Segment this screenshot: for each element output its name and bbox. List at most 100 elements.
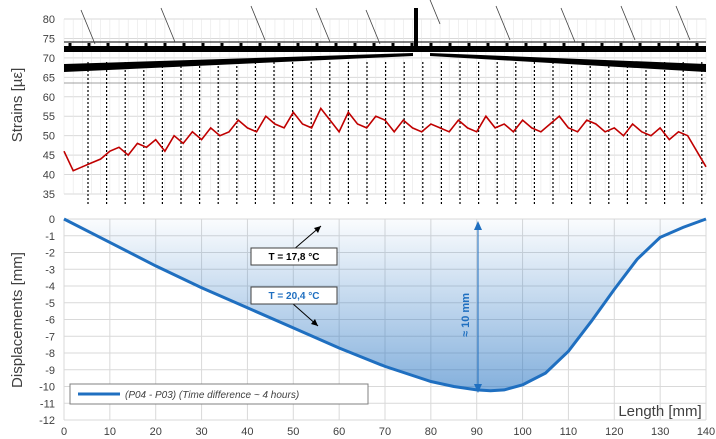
annotation-t2: T = 20,4 °C	[250, 286, 338, 327]
beam-diagonal	[495, 5, 511, 41]
beam-top-flange	[64, 46, 706, 52]
x-tick-label: 30	[195, 426, 207, 438]
beam-marker	[144, 43, 148, 46]
x-tick-label: 10	[104, 426, 116, 438]
x-tick-label: 80	[425, 426, 437, 438]
annotation-t1: T = 17,8 °C	[250, 225, 338, 266]
x-tick-label: 20	[150, 426, 162, 438]
displacement-y-tick-label: -9	[45, 365, 55, 377]
delta-arrowhead-top	[474, 221, 482, 230]
beam-marker	[258, 43, 262, 46]
beam-marker	[467, 43, 471, 46]
beam-marker	[638, 43, 642, 46]
beam-marker	[125, 43, 129, 46]
beam-diagonal	[365, 9, 381, 45]
legend: (P04 - P03) (Time difference ~ 4 hours)	[69, 383, 369, 405]
x-tick-label: 40	[241, 426, 253, 438]
beam-marker	[277, 43, 281, 46]
strain-y-tick-label: 80	[43, 14, 55, 26]
x-tick-label: 120	[605, 426, 623, 438]
x-tick-label: 60	[333, 426, 345, 438]
beam-marker	[486, 43, 490, 46]
legend-label: (P04 - P03) (Time difference ~ 4 hours)	[125, 390, 299, 401]
strain-y-axis-label: Strains [µε]	[9, 68, 26, 143]
x-tick-label: 70	[379, 426, 391, 438]
beam-marker	[657, 43, 661, 46]
x-tick-label: 0	[61, 426, 67, 438]
displacement-y-tick-label: -6	[45, 315, 55, 327]
beam-marker	[429, 43, 433, 46]
strain-y-tick-label: 60	[43, 92, 55, 104]
beam-marker	[163, 43, 167, 46]
beam-marker	[581, 43, 585, 46]
beam-marker	[676, 43, 680, 46]
strain-y-tick-label: 50	[43, 131, 55, 143]
displacement-y-ticks: 0 -1 -2 -3 -4 -5 -6 -7 -8 -9 -10 -11 -12	[39, 214, 55, 427]
beam-marker	[391, 43, 395, 46]
beam-diagonal	[250, 5, 266, 41]
beam-bottom-left	[64, 53, 413, 72]
beam-marker	[182, 43, 186, 46]
beam-diagonal	[429, 0, 441, 25]
annotation-t2-arrowhead	[311, 319, 318, 326]
annotation-t2-box	[250, 286, 338, 305]
displacement-y-tick-label: -4	[45, 281, 55, 293]
strain-y-tick-label: 55	[43, 111, 55, 123]
beam-schematic	[64, 0, 706, 84]
displacement-area-fill	[64, 219, 706, 391]
annotation-t1-label: T = 17,8 °C	[269, 252, 320, 263]
strain-y-tick-label: 70	[43, 53, 55, 65]
strain-y-tick-label: 65	[43, 72, 55, 84]
displacement-y-tick-label: 0	[49, 214, 55, 226]
beam-marker	[410, 43, 414, 46]
legend-box	[69, 383, 369, 405]
beam-marker	[68, 43, 72, 46]
beam-marker	[372, 43, 376, 46]
beam-marker	[505, 43, 509, 46]
displacement-y-axis-label: Displacements [mm]	[9, 252, 26, 388]
annotation-t1-arrowhead	[314, 226, 321, 233]
beam-marker	[543, 43, 547, 46]
beam-diagonal	[160, 7, 176, 43]
displacement-y-tick-label: -2	[45, 248, 55, 260]
annotation-t1-box	[250, 247, 338, 266]
beam-marker	[695, 43, 699, 46]
beam-marker	[524, 43, 528, 46]
x-tick-label: 90	[471, 426, 483, 438]
beam-diagonal	[80, 9, 96, 45]
beam-marker	[220, 43, 224, 46]
displacement-y-tick-label: -3	[45, 264, 55, 276]
beam-center-post	[414, 8, 418, 52]
beam-marker	[87, 43, 91, 46]
beam-marker	[619, 43, 623, 46]
displacement-y-tick-label: -1	[45, 231, 55, 243]
beam-marker	[201, 43, 205, 46]
beam-marker	[600, 43, 604, 46]
displacement-chart: 0 -1 -2 -3 -4 -5 -6 -7 -8 -9 -10 -11 -12 0 10 20 30 40 50…	[9, 214, 715, 438]
strain-y-tick-label: 40	[43, 170, 55, 182]
x-tick-label: 130	[651, 426, 669, 438]
displacement-series-line	[63, 217, 707, 393]
beam-marker	[106, 43, 110, 46]
beam-marker	[334, 43, 338, 46]
beam-marker	[296, 43, 300, 46]
annotation-delta: ≈ 10 mm	[460, 221, 482, 393]
x-tick-label: 50	[287, 426, 299, 438]
delta-arrowhead-bottom	[474, 384, 482, 393]
strain-y-tick-label: 35	[43, 189, 55, 201]
displacement-y-tick-label: -11	[40, 398, 55, 410]
displacement-y-tick-label: -12	[39, 415, 55, 427]
beam-bottom-right	[430, 53, 706, 72]
beam-marker	[353, 43, 357, 46]
beam-diagonal	[560, 7, 576, 43]
x-axis-label: Length [mm]	[618, 403, 701, 420]
strain-y-tick-label: 75	[43, 33, 55, 45]
strain-y-tick-label: 45	[43, 150, 55, 162]
strain-series-line	[63, 106, 707, 172]
strain-y-ticks: 35 40 45 50 55 60 65 70 75 80	[43, 14, 55, 201]
displacement-y-tick-label: -10	[39, 382, 55, 394]
x-tick-label: 100	[513, 426, 531, 438]
beam-diagonal	[620, 5, 636, 41]
x-tick-label: 140	[697, 426, 715, 438]
